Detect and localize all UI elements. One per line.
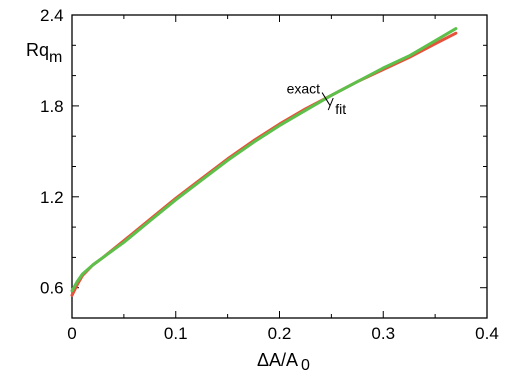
x-tick-labels: 0 0.1 0.2 0.3 0.4 (67, 324, 499, 343)
y-tick-label: 2.4 (40, 6, 64, 25)
y-tick-label: 1.2 (40, 188, 64, 207)
annotation-fit: fit (335, 101, 346, 117)
x-axis-label-subscript: 0 (301, 357, 310, 374)
x-tick-label: 0.1 (164, 324, 188, 343)
annotation-leader-fit (327, 97, 334, 111)
x-axis-label-main: ΔA/A (257, 350, 298, 370)
tick-marks (71, 14, 488, 319)
series-group (70, 27, 458, 297)
x-tick-label: 0.4 (475, 324, 499, 343)
y-axis-label-main: Rq (26, 40, 49, 60)
plot-frame (71, 14, 488, 319)
y-tick-label: 1.8 (40, 97, 64, 116)
annotation-exact: exact (287, 81, 321, 97)
x-tick-label: 0.3 (371, 324, 395, 343)
y-tick-labels: 0.6 1.2 1.8 2.4 (40, 6, 64, 298)
x-tick-label: 0.2 (268, 324, 292, 343)
series-line-fit (70, 27, 458, 293)
annotation-leader-exact (321, 92, 331, 106)
y-tick-label: 0.6 (40, 279, 64, 298)
annotations: exact fit (287, 81, 347, 118)
y-axis-label-subscript: m (49, 49, 62, 66)
series-line-exact (70, 31, 458, 297)
x-axis-label: ΔA/A 0 (257, 350, 310, 374)
x-tick-label: 0 (67, 324, 76, 343)
y-axis-label: Rqm (26, 40, 62, 66)
